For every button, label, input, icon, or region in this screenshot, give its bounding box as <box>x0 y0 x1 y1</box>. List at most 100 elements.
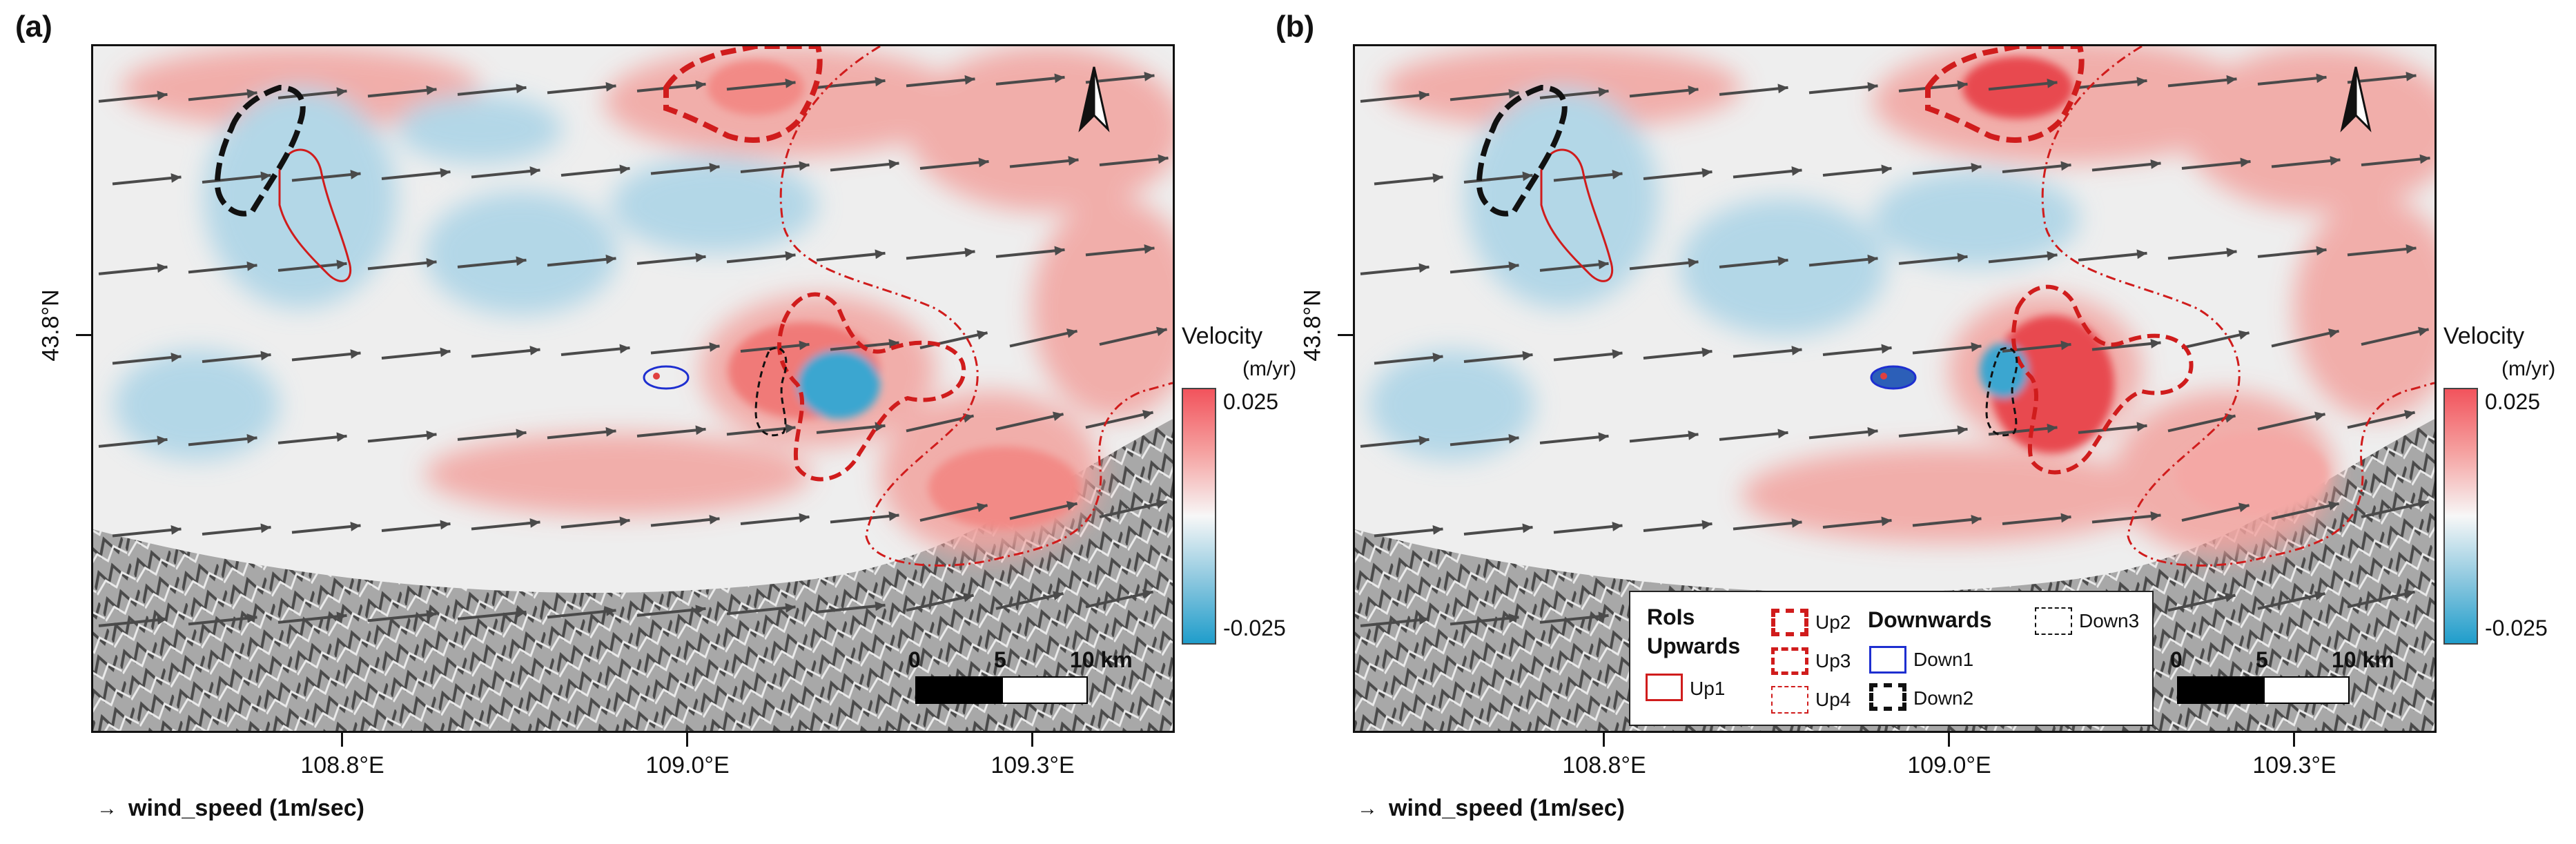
wind-arrowhead-icon <box>695 253 706 263</box>
wind-arrowhead-icon <box>875 249 886 259</box>
wind-arrow-icon <box>2257 75 2327 86</box>
wind-arrow-icon <box>1912 344 1982 355</box>
wind-arrowhead-icon <box>1522 523 1533 533</box>
wind-arrow-icon <box>995 592 1064 610</box>
wind-arrowhead-icon <box>1867 81 1878 92</box>
wind-arrow-icon <box>2078 251 2147 262</box>
wind-arrow-icon <box>995 248 1065 258</box>
wind-arrow-icon <box>2167 250 2237 260</box>
wind-arrowhead-icon <box>157 263 168 273</box>
wind-arrowhead-icon <box>2328 501 2339 511</box>
wind-arrow-icon <box>1553 351 1623 362</box>
wind-arrowhead-icon <box>336 87 347 97</box>
wind-arrowhead-icon <box>2047 251 2058 261</box>
wind-arrow-icon <box>1539 434 1609 444</box>
wind-arrow-icon <box>1808 257 1878 267</box>
wind-arrow-icon <box>2347 411 2416 429</box>
wind-arrowhead-icon <box>888 159 899 169</box>
wind-arrow-icon <box>560 167 630 177</box>
wind-arrow-icon <box>650 165 720 175</box>
wind-arrow-icon <box>2271 158 2341 168</box>
wind-arrow-icon <box>2002 516 2071 525</box>
lon-tick-a-3 <box>1031 733 1033 747</box>
wind-arrow-icon <box>112 527 182 538</box>
legend-swatch-down2 <box>1869 683 1906 711</box>
wind-arrowhead-icon <box>1156 326 1167 337</box>
wind-arrow-icon <box>2091 161 2161 172</box>
wind-arrow-icon <box>367 433 437 443</box>
colorbar-unit-b: (m/yr) <box>2501 357 2556 380</box>
wind-arrowhead-icon <box>1054 73 1065 84</box>
wind-arrowhead-icon <box>785 602 796 613</box>
wind-arrowhead-icon <box>964 247 975 257</box>
lon-label-b-2: 109.0°E <box>1907 752 1991 778</box>
wind-arrow-icon <box>1912 165 1982 175</box>
wind-arrowhead-icon <box>336 432 347 442</box>
wind-arrow-icon <box>1553 524 1623 534</box>
wind-arrow-icon <box>726 605 796 616</box>
wind-arrowhead-icon <box>1688 430 1699 440</box>
legend-swatch-up3 <box>1771 647 1808 675</box>
wind-arrowhead-icon <box>2316 246 2327 256</box>
wind-arrowhead-icon <box>516 256 527 266</box>
wind-arrow-icon <box>919 160 989 170</box>
wind-arrow-icon <box>1898 82 1968 92</box>
wind-arrowhead-icon <box>2419 154 2430 164</box>
map-canvas <box>93 46 1173 731</box>
wind-arrowhead-icon <box>605 606 616 616</box>
wind-arrowhead-icon <box>246 613 257 623</box>
wind-arrow-icon <box>1719 258 1788 268</box>
wind-arrow-icon <box>381 350 451 360</box>
wind-arrowhead-icon <box>170 524 182 535</box>
wind-arrow-icon <box>291 351 361 362</box>
wind-arrowhead-icon <box>1508 613 1519 623</box>
wind-arrow-icon <box>726 81 796 91</box>
wind-arrow-icon <box>1085 590 1154 609</box>
wind-arrow-icon <box>1463 525 1533 536</box>
lon-label-b-1: 108.8°E <box>1562 752 1646 778</box>
wind-arrowhead-icon <box>888 511 899 521</box>
wind-arrowhead-icon <box>1156 499 1167 509</box>
wind-arrowhead-icon <box>336 611 347 622</box>
wind-arrow-icon <box>202 525 271 536</box>
wind-arrow-icon <box>816 603 886 614</box>
wind-arrowhead-icon <box>1053 591 1064 601</box>
wind-arrow-icon <box>636 607 706 617</box>
wind-arrow-icon <box>1360 265 1430 275</box>
wind-arrow-icon <box>471 348 540 358</box>
legend-downwards: Downwards <box>1868 607 1992 632</box>
wind-arrow-icon <box>650 517 720 527</box>
wind-arrow-icon <box>2271 329 2340 348</box>
wind-key-label: wind_speed (1m/sec) <box>128 795 365 821</box>
panel-label-b: (b) <box>1276 10 1315 43</box>
wind-arrow-icon <box>291 172 361 182</box>
wind-arrowhead-icon <box>350 170 361 179</box>
wind-arrow-icon <box>2361 157 2430 167</box>
panel-label-a: (a) <box>15 10 52 43</box>
wind-arrow-icon <box>1374 175 1443 186</box>
wind-arrow-icon: → <box>1357 796 1378 820</box>
wind-arrowhead-icon <box>2136 249 2147 259</box>
wind-arrowhead-icon <box>350 522 361 531</box>
wind-arrow-icon <box>2181 504 2250 522</box>
scalebar-label-0-b: 0 <box>2170 647 2183 672</box>
wind-arrow-icon <box>2257 592 2326 610</box>
colorbar-max-a: 0.025 <box>1223 389 1279 414</box>
roi-up4 <box>779 46 1173 567</box>
wind-arrow-icon <box>560 346 630 356</box>
wind-arrowhead-icon <box>1971 163 1982 173</box>
wind-arrowhead-icon <box>888 339 899 349</box>
wind-arrow-icon <box>1643 350 1713 360</box>
wind-arrowhead-icon <box>2404 589 2415 599</box>
wind-arrowhead-icon <box>2226 247 2237 257</box>
wind-arrowhead-icon <box>2060 513 2071 523</box>
wind-arrow-icon <box>112 175 182 186</box>
scalebar-b <box>2177 676 2350 704</box>
wind-arrowhead-icon <box>799 161 810 171</box>
wind-arrowhead-icon <box>260 351 271 361</box>
wind-arrow-icon: → <box>97 796 117 820</box>
roi-down3 <box>754 347 788 437</box>
wind-arrow-icon <box>202 173 271 184</box>
wind-arrow-icon <box>726 253 796 264</box>
wind-arrowhead-icon <box>785 78 796 88</box>
